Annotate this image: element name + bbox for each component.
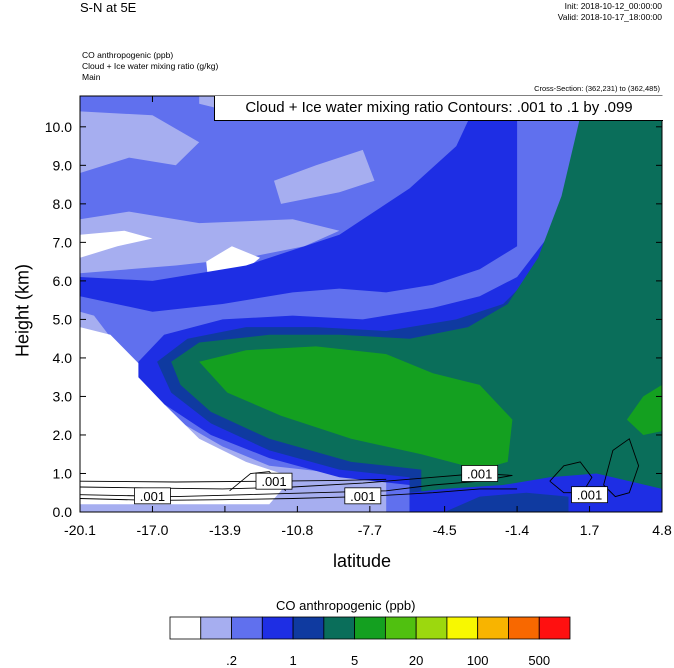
colorbar-swatch [323,616,356,640]
colorbar-swatch [292,616,325,640]
colorbar-label: 5 [351,653,358,668]
axes: 0.0 1.0 2.0 3.0 4.0 5.0 6.0 7.0 8.0 9.0 10.0 -20.1 -… [45,95,672,538]
co-field [80,96,662,512]
colorbar-swatch [538,616,571,640]
cloud-contour-line [79,473,513,498]
contour-label: .001 [140,489,165,504]
contour-label-box [461,465,499,482]
co-band-white [80,230,153,258]
contour-label-box [344,487,382,505]
cross-section-label: Cross-Section: (362,231) to (362,485) [534,84,660,93]
co-band-navy [444,492,569,512]
field-label-cloud: Cloud + Ice water mixing ratio (g/kg) [82,61,219,71]
y-tick-label: 2.0 [53,427,73,443]
co-band-white [80,327,293,505]
colorbar-swatch [477,616,509,640]
co-band-darkblue [80,96,518,312]
x-tick-label: -7.7 [358,522,382,538]
colorbar-swatch [384,616,417,640]
y-tick-label: 6.0 [53,273,73,289]
x-tick-label: 1.7 [580,522,600,538]
colorbar-swatch [446,616,479,640]
init-valid-times: Init: 2018-10-12_00:00:00 Valid: 2018-10… [558,1,662,23]
x-tick-label: -13.9 [209,522,241,538]
cloud-contour-line [603,438,640,498]
co-band-green [199,346,513,470]
x-tick-label: -1.4 [505,522,529,538]
colorbar-swatch [261,616,294,640]
co-band-lightblue [274,149,375,204]
x-tick-label: 4.8 [652,522,672,538]
colorbar: .2 1 5 20 100 500 [169,616,571,668]
y-tick-label: 7.0 [53,234,73,250]
colorbar-label: 100 [467,653,489,668]
co-band-lightblue [80,211,340,274]
y-tick-label: 10.0 [45,119,72,135]
colorbar-label: 20 [409,653,423,668]
field-label-main: Main [82,72,101,82]
y-tick-label: 3.0 [53,388,73,404]
contour-label-box [571,486,608,504]
co-band-lightblue [80,111,200,173]
x-tick-label: -20.1 [64,522,96,538]
colorbar-swatch [354,616,386,640]
colorbar-label: .2 [226,653,237,668]
y-axis-label: Height (km) [12,264,33,358]
colorbar-swatch [231,616,263,640]
colorbar-swatch [415,616,448,640]
contour-label: .001 [261,474,286,489]
cloud-contour-line [549,461,593,494]
contour-label: .001 [467,466,492,481]
x-tick-label: -10.8 [281,522,313,538]
y-tick-label: 1.0 [53,465,73,481]
y-tick-label: 5.0 [53,311,73,327]
y-tick-label: 4.0 [53,350,73,366]
colorbar-swatch [200,616,232,640]
x-axis-label: latitude [333,551,392,571]
contour-label: .001 [577,488,602,503]
y-tick-label: 0.0 [53,504,73,520]
y-tick-label: 8.0 [53,196,73,212]
colorbar-label: 1 [289,653,296,668]
plot-main-title: S-N at 5E [80,0,137,15]
contour-label-box [134,487,171,505]
y-tick-label: 9.0 [53,157,73,173]
x-tick-label: -17.0 [136,522,168,538]
init-time: Init: 2018-10-12_00:00:00 [564,1,662,11]
x-tick-label: -4.5 [433,522,457,538]
contour-label: .001 [350,489,375,504]
colorbar-swatch [508,616,540,640]
co-band-green [626,384,662,435]
contour-label-box [255,472,293,490]
colorbar-label: 500 [528,653,550,668]
colorbar-swatch [169,616,202,640]
cloud-contours: .001 .001 .001 .001 .001 [79,438,640,505]
field-label-co: CO anthropogenic (ppb) [82,50,174,60]
valid-time: Valid: 2018-10-17_18:00:00 [557,12,662,22]
colorbar-title: CO anthropogenic (ppb) [276,598,416,613]
chart-title: Cloud + Ice water mixing ratio Contours:… [214,96,663,121]
